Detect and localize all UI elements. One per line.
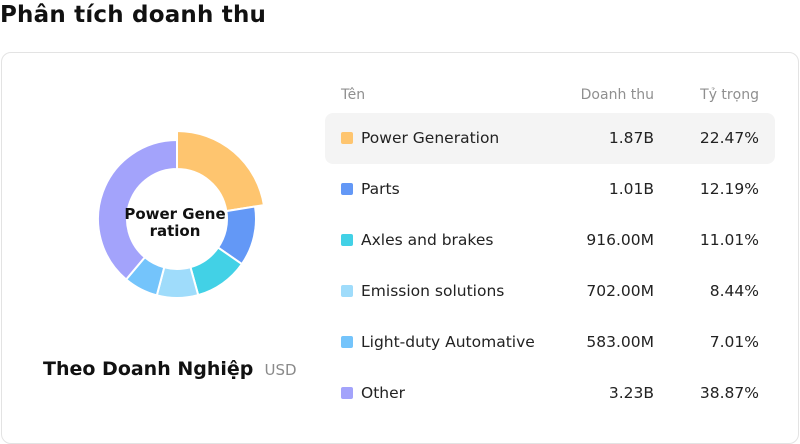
table-row[interactable]: Other 3.23B 38.87% [325,368,775,419]
table-row[interactable]: Light-duty Automative 583.00M 7.01% [325,317,775,368]
row-share: 22.47% [699,129,759,147]
row-revenue: 916.00M [586,231,654,249]
table-body: Power Generation 1.87B 22.47% Parts 1.01B 12.… [325,113,775,419]
donut-slice[interactable] [97,138,178,281]
donut-svg [97,129,266,299]
row-name: Light-duty Automative [361,333,535,351]
row-share: 7.01% [709,333,759,351]
row-name: Emission solutions [361,282,505,300]
row-share: 38.87% [699,384,759,402]
table-header: Tên Doanh thu Tỷ trọng [325,80,775,110]
row-share: 11.01% [699,231,759,249]
row-name: Other [361,384,406,402]
row-name: Parts [361,180,400,198]
donut-center-label: Power Generation [124,205,226,240]
row-revenue: 702.00M [586,282,654,300]
page-title: Phân tích doanh thu [0,2,267,28]
row-revenue: 1.87B [608,129,654,147]
caption-unit: USD [264,361,297,379]
donut-chart[interactable] [90,129,266,306]
row-name: Power Generation [361,129,500,147]
legend-swatch [341,234,353,246]
row-revenue: 583.00M [586,333,654,351]
row-share: 12.19% [699,180,759,198]
chart-caption: Theo Doanh Nghiệp USD [43,358,297,380]
legend-swatch [341,183,353,195]
row-share: 8.44% [709,282,759,300]
table-row[interactable]: Emission solutions 702.00M 8.44% [325,266,775,317]
table-row[interactable]: Axles and brakes 916.00M 11.01% [325,215,775,266]
legend-swatch [341,285,353,297]
table-row[interactable]: Power Generation 1.87B 22.47% [325,113,775,164]
row-name: Axles and brakes [361,231,494,249]
header-name: Tên [341,87,366,103]
caption-title: Theo Doanh Nghiệp [43,358,254,380]
legend-swatch [341,336,353,348]
table-row[interactable]: Parts 1.01B 12.19% [325,164,775,215]
header-revenue: Doanh thu [580,87,654,103]
legend-swatch [341,387,353,399]
header-share: Tỷ trọng [700,87,759,103]
legend-swatch [341,132,353,144]
revenue-table: Tên Doanh thu Tỷ trọng Power Generation 1… [325,80,775,419]
row-revenue: 3.23B [608,384,654,402]
donut-slice[interactable] [176,129,266,213]
row-revenue: 1.01B [608,180,654,198]
